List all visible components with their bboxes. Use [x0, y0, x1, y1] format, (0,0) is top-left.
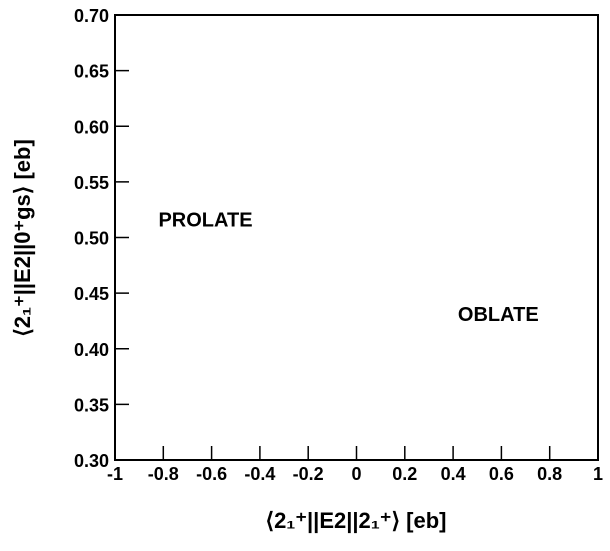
y-tick-label: 0.35: [74, 395, 109, 415]
x-axis-label: ⟨2₁⁺||E2||2₁⁺⟩ [eb]: [265, 508, 446, 533]
y-tick-label: 0.30: [74, 451, 109, 471]
x-tick-label: 0: [351, 464, 361, 484]
y-axis-label: ⟨2₁⁺||E2||0⁺gs⟩ [eb]: [10, 139, 35, 337]
x-tick-label: 0.6: [489, 464, 514, 484]
x-tick-label: -0.8: [148, 464, 179, 484]
y-tick-label: 0.70: [74, 6, 109, 26]
y-tick-label: 0.45: [74, 284, 109, 304]
annotation: PROLATE: [158, 209, 252, 231]
y-tick-label: 0.55: [74, 173, 109, 193]
plot-frame: [114, 14, 599, 461]
x-tick-label: -0.6: [196, 464, 227, 484]
x-tick-label: 1: [593, 464, 603, 484]
y-tick-label: 0.60: [74, 117, 109, 137]
y-tick-label: 0.65: [74, 62, 109, 82]
annotation: OBLATE: [458, 304, 539, 326]
y-tick-label: 0.40: [74, 340, 109, 360]
x-tick-label: 0.2: [392, 464, 417, 484]
x-tick-label: 0.4: [441, 464, 466, 484]
x-tick-label: 0.8: [537, 464, 562, 484]
x-tick-label: -0.2: [293, 464, 324, 484]
y-tick-label: 0.50: [74, 229, 109, 249]
x-tick-label: -0.4: [244, 464, 275, 484]
x-tick-label: -1: [107, 464, 123, 484]
